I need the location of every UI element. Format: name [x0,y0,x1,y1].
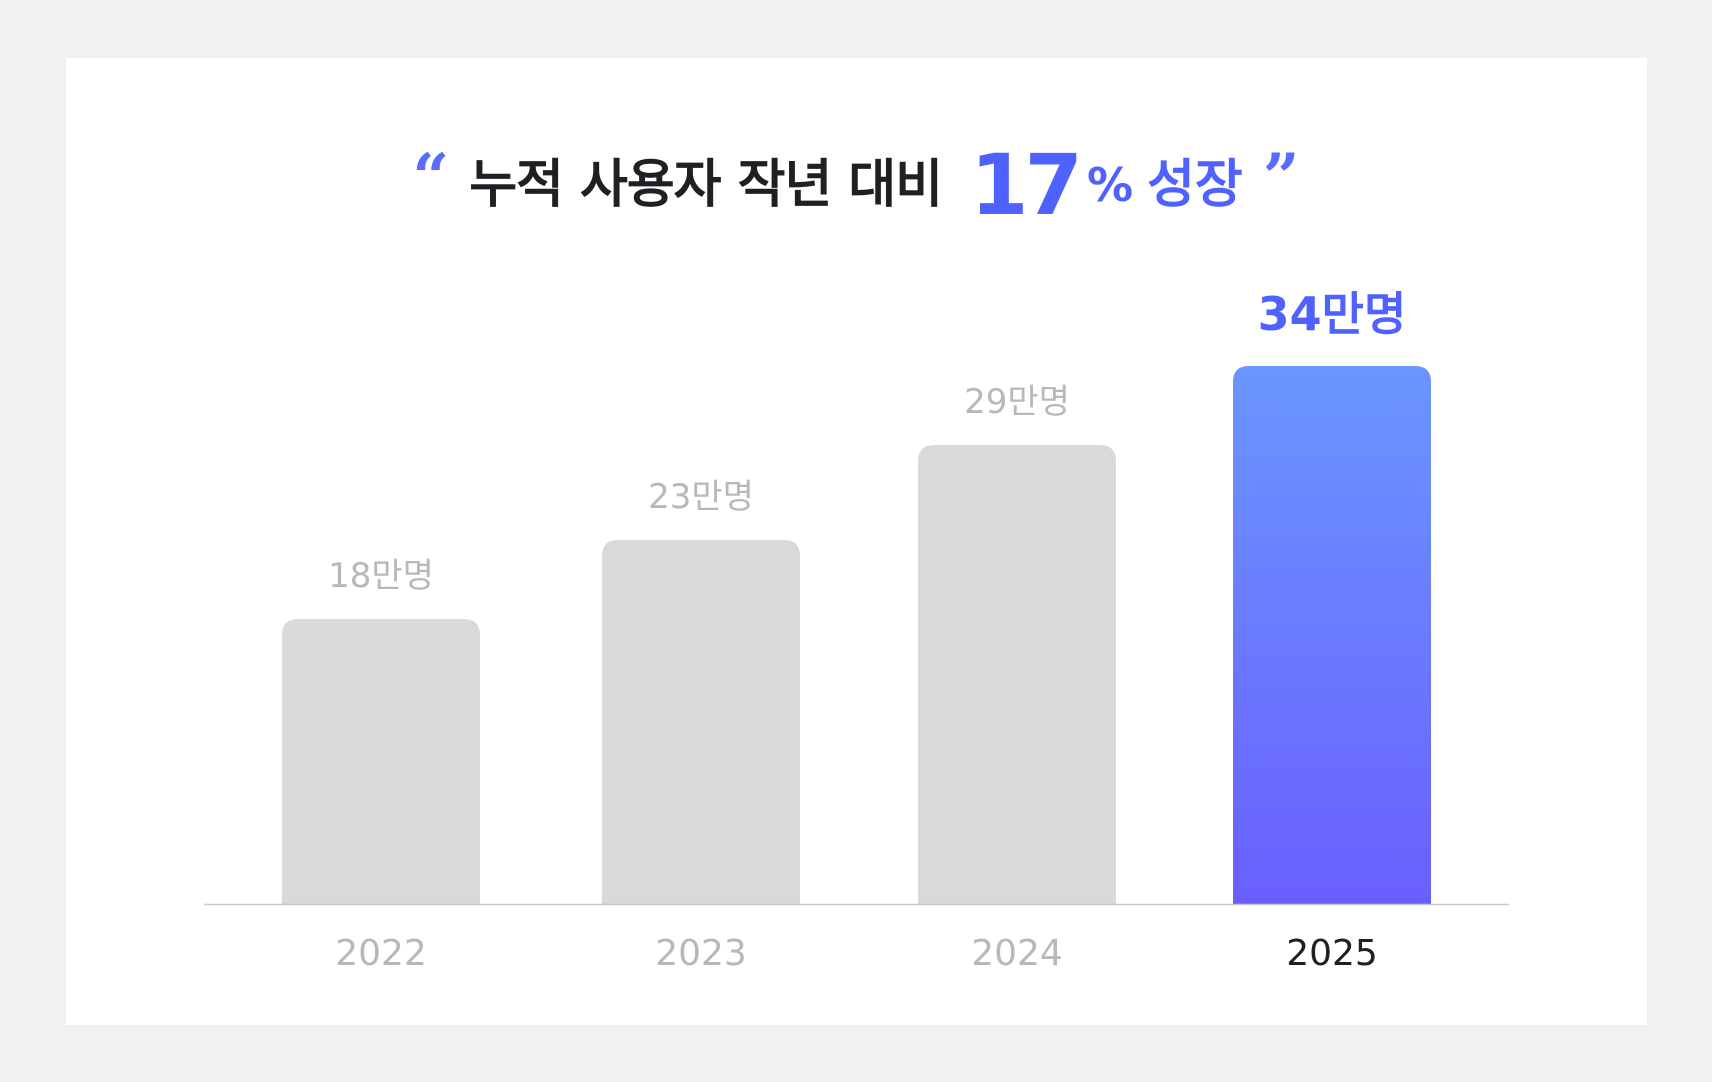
headline-percent-sign: % [1087,158,1134,212]
headline-growth-word: 성장 [1147,155,1243,215]
value-label-2024: 29만명 [964,382,1070,422]
x-tick-label-2022: 2022 [335,933,427,974]
headline-text: 누적 사용자 작년 대비 [469,155,943,215]
bar-2024 [918,445,1116,904]
x-tick-label-2025: 2025 [1286,933,1378,974]
value-label-2025: 34만명 [1258,287,1407,341]
x-tick-label-2023: 2023 [655,933,747,974]
x-tick-label-2024: 2024 [971,933,1063,974]
headline-percent-value: 17 [970,136,1083,234]
open-quote-icon: “ [412,140,450,215]
bar-2025 [1233,366,1431,904]
labels-group: 18만명 2022 23만명 2023 29만명 2024 34만명 2025 [328,287,1406,974]
bar-2022 [282,619,480,904]
bar-2023 [602,540,800,904]
value-label-2023: 23만명 [648,477,754,517]
bars-group [282,366,1431,904]
value-label-2022: 18만명 [328,556,434,596]
headline: “ 누적 사용자 작년 대비 17% 성장 ” [0,0,1712,260]
headline-row: “누적 사용자 작년 대비 17% 성장” [412,140,1299,230]
close-quote-icon: ” [1262,140,1300,215]
